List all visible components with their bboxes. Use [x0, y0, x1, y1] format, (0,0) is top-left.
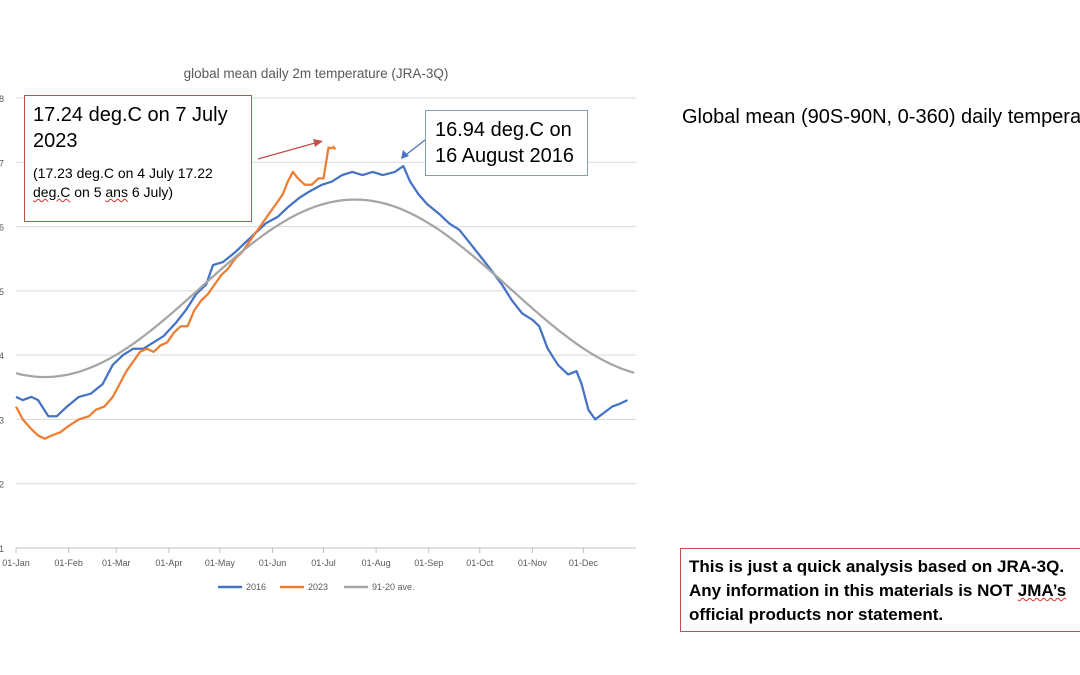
series-line-2016	[15, 164, 628, 421]
annotation-2016-line1: 16.94 deg.C on	[435, 119, 572, 141]
x-tick-label: 01-Jul	[311, 558, 336, 568]
x-tick-label: 01-Sep	[414, 558, 443, 568]
disclaimer-box: This is just a quick analysis based on J…	[680, 548, 1080, 632]
annotation-2016-line2: 16 August 2016	[435, 145, 575, 167]
x-tick-label: 01-Nov	[518, 558, 548, 568]
legend-label: 91-20 ave.	[372, 582, 415, 592]
disclaimer-line1: This is just a quick analysis based on J…	[689, 557, 1065, 576]
y-tick-label: 1	[0, 544, 4, 554]
y-tick-label: 4	[0, 351, 4, 361]
annotation-arrows	[257, 139, 426, 160]
annotation-2023-detail: (17.23 deg.C on 4 July 17.22 deg.C on 5 …	[33, 165, 213, 200]
x-tick-label: 01-Oct	[466, 558, 494, 568]
annotation-2016-peak: 16.94 deg.C on 16 August 2016	[425, 110, 588, 176]
x-tick-label: 01-Apr	[155, 558, 182, 568]
arrow-2016-shaft	[406, 139, 426, 155]
x-tick-label: 01-Jan	[2, 558, 30, 568]
temperature-chart: global mean daily 2m temperature (JRA-3Q…	[0, 66, 636, 592]
x-tick-label: 01-Aug	[362, 558, 391, 568]
chart-title: global mean daily 2m temperature (JRA-3Q…	[184, 66, 449, 81]
x-tick-label: 01-Mar	[102, 558, 131, 568]
x-tick-label: 01-Jun	[259, 558, 287, 568]
series-line-2023	[15, 145, 337, 440]
annotation-2023-line1: 17.24 deg.C on 7 July	[33, 104, 228, 126]
legend: 2016 2023 91-20 ave.	[218, 582, 415, 592]
y-tick-label: 3	[0, 415, 4, 425]
y-tick-label: 6	[0, 223, 4, 233]
x-tick-label: 01-May	[205, 558, 236, 568]
x-axis-ticks: 01-Jan 01-Feb 01-Mar 01-Apr 01-May 01-Jun 01-J…	[2, 548, 598, 568]
y-tick-label: 5	[0, 287, 4, 297]
annotation-2023-line2: 2023	[33, 130, 78, 152]
series-group	[15, 145, 635, 440]
y-axis-ticks: 1 2 3 4 5 6 7 8	[0, 94, 4, 554]
legend-label: 2016	[246, 582, 266, 592]
arrow-2023-shaft	[257, 142, 316, 160]
y-tick-label: 2	[0, 480, 4, 490]
y-tick-label: 7	[0, 158, 4, 168]
arrow-2016-head	[401, 150, 409, 159]
side-title: Global mean (90S-90N, 0-360) daily tempe…	[682, 106, 1080, 128]
annotation-2023-peak: 17.24 deg.C on 7 July 2023 (17.23 deg.C …	[24, 95, 252, 222]
x-tick-label: 01-Dec	[569, 558, 599, 568]
y-tick-label: 8	[0, 94, 4, 104]
arrow-2023-head	[313, 139, 323, 147]
legend-label: 2023	[308, 582, 328, 592]
x-tick-label: 01-Feb	[54, 558, 83, 568]
series-line-91-20-ave-	[15, 198, 635, 379]
disclaimer-line3: official products nor statement.	[689, 605, 944, 624]
disclaimer-line2: Any information in this materials is NOT…	[689, 581, 1067, 600]
